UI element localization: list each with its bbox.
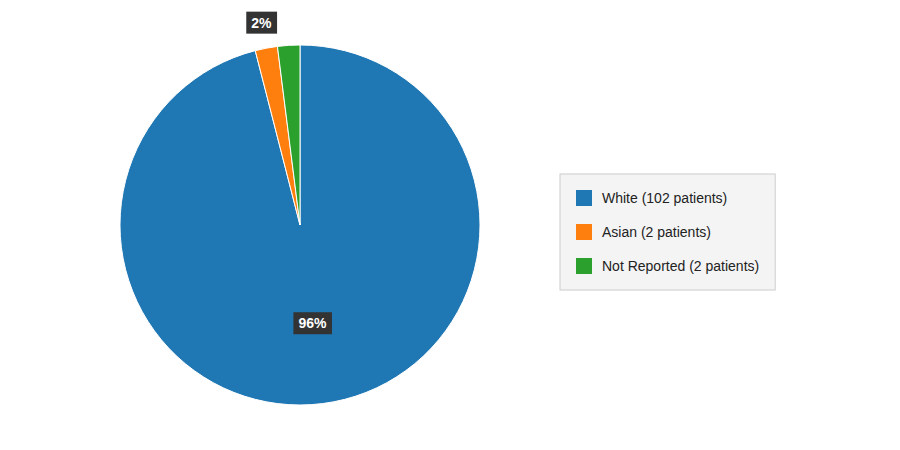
chart: 96% 2% White (102 patients) Asian (2 patien… bbox=[0, 0, 900, 450]
legend-swatch bbox=[576, 258, 592, 274]
legend-frame bbox=[560, 174, 775, 290]
data-labels: 96% 2% bbox=[246, 12, 332, 335]
data-label-box bbox=[293, 312, 332, 334]
pie bbox=[120, 45, 480, 405]
legend-item: Not Reported (2 patients) bbox=[576, 258, 759, 274]
legend-label: White (102 patients) bbox=[602, 190, 727, 206]
legend-item: Asian (2 patients) bbox=[576, 224, 711, 240]
legend-label: Not Reported (2 patients) bbox=[602, 258, 759, 274]
data-label: 96% bbox=[298, 315, 327, 331]
legend-label: Asian (2 patients) bbox=[602, 224, 711, 240]
data-label: 2% bbox=[251, 15, 272, 31]
slice bbox=[120, 45, 480, 405]
legend: White (102 patients) Asian (2 patients) No… bbox=[560, 174, 775, 290]
legend-swatch bbox=[576, 224, 592, 240]
data-label-box bbox=[246, 12, 277, 34]
legend-swatch bbox=[576, 190, 592, 206]
slice bbox=[277, 45, 300, 225]
legend-item: White (102 patients) bbox=[576, 190, 727, 206]
